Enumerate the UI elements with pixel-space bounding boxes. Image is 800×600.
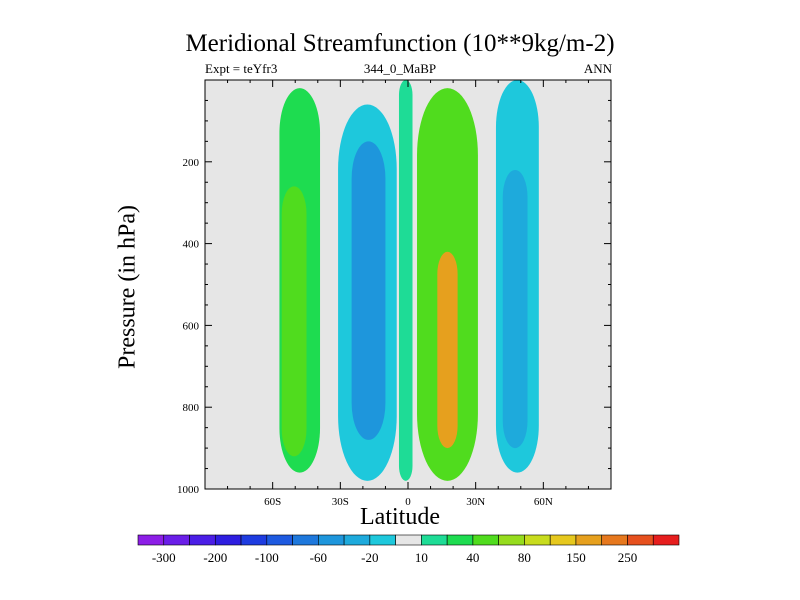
colorbar-label: 80 [518,550,531,565]
contour-sh-ferrel-core [281,186,307,457]
y-tick-label: 600 [183,320,200,332]
colorbar-swatch [318,534,345,546]
contour-nh-ferrel-core [502,169,528,449]
colorbar-swatch [395,534,422,546]
colorbar-swatch [137,534,165,546]
colorbar-label: -200 [203,550,227,565]
colorbar-label: 250 [618,550,638,565]
colorbar-swatch [240,534,268,546]
colorbar-swatch [549,534,577,546]
colorbar-label: 10 [415,550,428,565]
colorbar-label: -100 [255,550,279,565]
x-tick-label: 60S [264,496,281,508]
x-tick-label: 30S [332,496,349,508]
colorbar-swatch [575,534,603,546]
y-tick-label: 400 [183,239,200,251]
colorbar-swatch [292,534,319,546]
colorbar-swatch [652,534,680,546]
colorbar-label: -20 [361,550,378,565]
experiment-label: Expt = teYfr3 [205,61,278,76]
colorbar-swatch [601,534,628,546]
colorbar-label: 150 [566,550,586,565]
colorbar-label: -60 [310,550,327,565]
colorbar-swatch [472,534,499,546]
contour-regions [279,80,539,481]
y-tick-label: 1000 [177,484,200,496]
y-tick-label: 800 [183,402,200,414]
colorbar-swatch [189,534,216,546]
colorbar-swatch [163,534,190,546]
x-tick-label: 30N [466,496,485,508]
colorbar-swatch [524,534,551,546]
contour-sh-hadley-core [351,141,386,440]
colorbar-swatch [214,534,242,546]
colorbar-swatch [266,534,293,546]
x-tick-label: 0 [405,496,411,508]
colorbar-swatch [446,534,474,546]
x-axis-label: Latitude [360,504,440,530]
colorbar-swatch [421,534,448,546]
x-tick-label: 60N [534,496,553,508]
period-label: 344_0_MaBP [363,61,437,76]
colorbar-label: -300 [152,550,176,565]
season-label: ANN [583,61,612,76]
chart-title: Meridional Streamfunction (10**9kg/m-2) [185,30,615,57]
contour-nh-hadley-core [437,251,458,449]
colorbar-swatch [627,534,654,546]
colorbar: -300 -200 -100 -60 -20 10 40 80 150 250 [137,534,680,565]
colorbar-label: 40 [466,550,479,565]
colorbar-swatch [369,534,396,546]
axes: 200 400 600 800 1000 60S 30S 0 30N 60N [177,80,611,508]
colorbar-swatch [343,534,371,546]
contour-equatorial-band [398,80,413,481]
y-tick-label: 200 [183,157,200,169]
colorbar-swatch [498,534,525,546]
